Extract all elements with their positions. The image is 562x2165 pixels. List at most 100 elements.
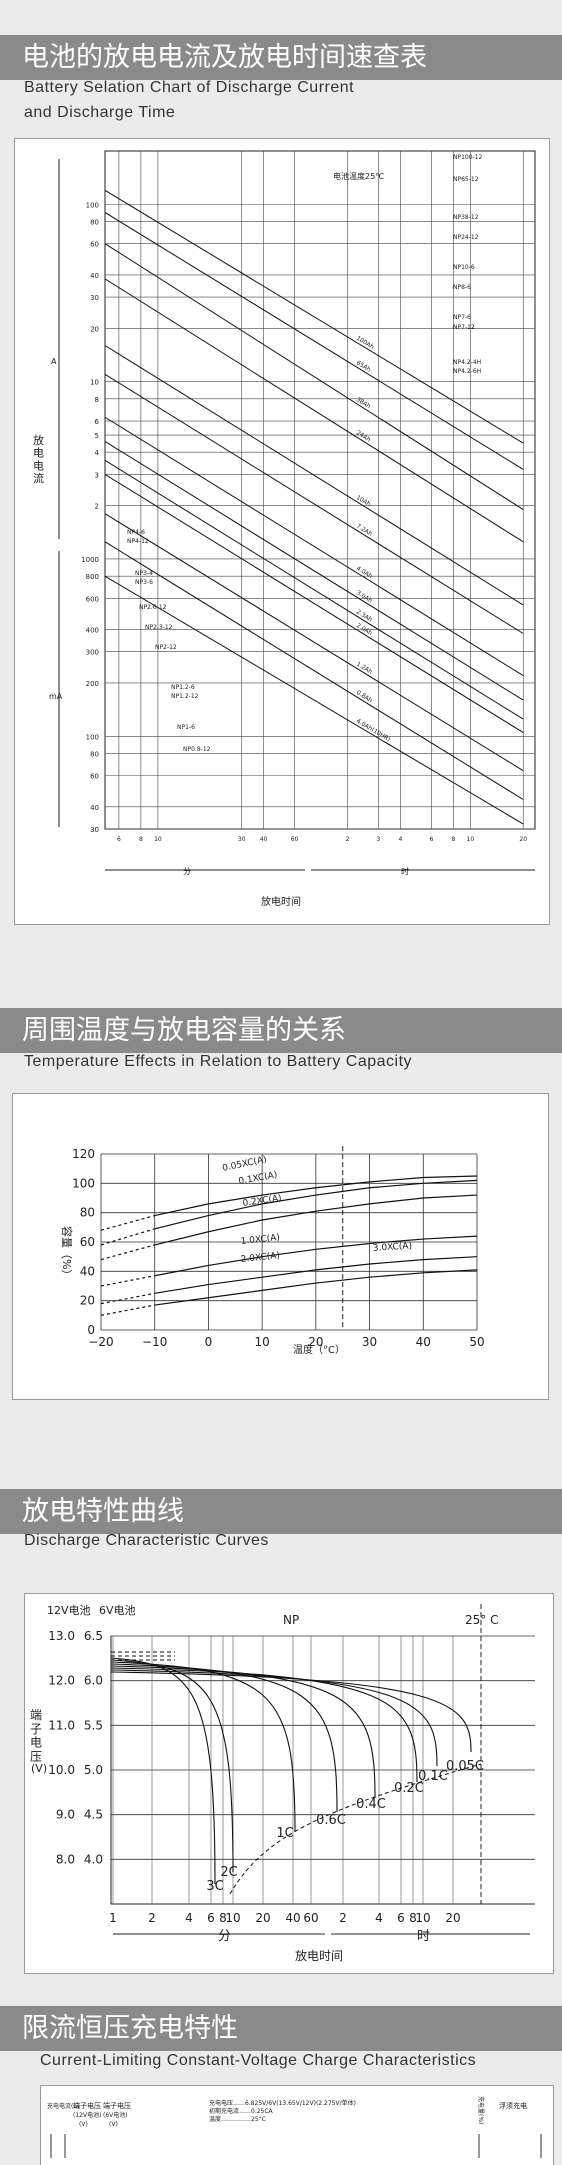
x-tick-label: 4	[375, 1911, 383, 1925]
x-tick-label: 20	[445, 1911, 460, 1925]
y-unit-upper: A	[51, 357, 57, 366]
discharge-characteristic-chart-panel: 13.0 6.5 12.0 6.0 11.0 5.5 10.0 5.0 9.0 4.5 8.0 4.0…	[24, 1593, 554, 1974]
discharge-curve-3	[110, 1663, 338, 1813]
y-tick-label-a: 4	[95, 449, 100, 457]
model-label-right: NP65-12	[453, 176, 479, 183]
temperature-capacity-chart-panel: 0 20 40 60 80 100 120 −20 −10 0 10 20 30 40 50 0.05XC(A…	[12, 1093, 549, 1400]
discharge-curve-4	[110, 1665, 376, 1799]
series-line-4	[154, 1256, 478, 1294]
discharge-curve-2	[110, 1661, 296, 1833]
x-tick-label: 6	[207, 1911, 215, 1925]
charge-voltage-note: 充电电压……6.825V/6V(13.65V/12V)(2.275V/单体)	[209, 2099, 356, 2107]
series-line-11	[104, 541, 524, 800]
discharge-curve-7	[110, 1671, 472, 1753]
series-line-2	[104, 243, 524, 510]
x-tick-label-hour: 6	[429, 836, 433, 843]
y-tick-label: 120	[72, 1147, 95, 1161]
model-label-right: NP4.2-4H	[453, 359, 481, 366]
x-tick-label-hour: 2	[346, 836, 350, 843]
series-line-12	[104, 575, 524, 825]
float-charge-label: 浮须充电	[499, 2101, 527, 2110]
y-tick-label: 20	[80, 1294, 95, 1308]
y-tick-label-12v: 11.0	[48, 1718, 75, 1732]
series-dashed-4	[100, 1292, 155, 1305]
header-12v: 12V电池	[47, 1604, 91, 1617]
discharge-curve-0	[110, 1657, 216, 1885]
charge-amount-label: 充电量(%)	[477, 2096, 485, 2124]
header-unit-v-6: (V)	[109, 2121, 118, 2128]
x-tick-label: 4	[185, 1911, 193, 1925]
series-dashed-3	[100, 1275, 155, 1287]
curve-label: 3C	[206, 1879, 223, 1894]
model-label-left: NP4-6	[127, 529, 145, 536]
y-tick-label-6v: 5.0	[84, 1763, 103, 1777]
y-tick-label-ma: 1000	[81, 556, 99, 564]
y-tick-label-6v: 5.5	[84, 1718, 103, 1732]
y-axis-label: 放电电流	[33, 433, 44, 485]
temperature-capacity-chart: 0 20 40 60 80 100 120 −20 −10 0 10 20 30 40 50 0.05XC(A…	[60, 1146, 485, 1356]
x-unit-hour: 时	[401, 866, 409, 876]
curve-label: 0.4C	[356, 1797, 386, 1812]
x-tick-label-min: 40	[260, 836, 268, 843]
y-tick-label-6v: 6.5	[84, 1629, 103, 1643]
series-line-4	[104, 345, 524, 606]
y-tick-label-ma: 100	[86, 733, 99, 741]
x-tick-label: 20	[255, 1911, 270, 1925]
y-tick-label-ma: 200	[86, 680, 99, 688]
y-tick-label: 40	[80, 1264, 95, 1278]
initial-charge-current-note: 初期充电流……0.25CA	[209, 2107, 274, 2115]
curve-label: 0.2C	[394, 1781, 424, 1796]
model-label-right: NP24-12	[453, 234, 479, 241]
charge-current-header: 充电电流(C)	[47, 2102, 80, 2110]
y-axis-label: 端子电压	[30, 1708, 42, 1763]
section-subtitle-1: Battery Selation Chart of Discharge Curr…	[24, 79, 355, 121]
y-tick-label-a: 3	[95, 471, 99, 479]
x-tick-label-min: 8	[139, 836, 143, 843]
x-tick-label-min: 30	[238, 836, 246, 843]
y-tick-label-a: 8	[95, 396, 99, 404]
model-label-right: NP4.2-6H	[453, 368, 481, 375]
y-tick-label: 60	[80, 1235, 95, 1249]
y-axis-unit: (V)	[31, 1762, 47, 1775]
discharge-curve-5	[110, 1667, 418, 1783]
y-tick-label-12v: 12.0	[48, 1674, 75, 1688]
y-tick-label-a: 20	[90, 325, 99, 333]
y-tick-label-12v: 9.0	[56, 1808, 75, 1822]
section-title-2: 周围温度与放电容量的关系	[0, 1008, 562, 1053]
model-label-right: NP7-6	[453, 314, 471, 321]
model-label-right: NP100-12	[453, 154, 483, 161]
x-tick-label-hour: 4	[399, 836, 403, 843]
curve-label: 1C	[276, 1826, 293, 1841]
series-label: 2.0XC(A)	[240, 1251, 280, 1265]
y-tick-label-a: 60	[90, 241, 99, 249]
discharge-current-chart-panel: 100 80 60 40 30 20 10 8 6 5 4 3 2 1000 800 600 400 300 200…	[14, 138, 550, 925]
series-line-6	[104, 416, 524, 677]
x-tick-label: 8	[409, 1911, 417, 1925]
terminal-voltage-header-6v: 端子电压	[103, 2101, 131, 2110]
y-tick-label-a: 40	[90, 272, 99, 280]
x-tick-label-hour: 20	[519, 836, 527, 843]
y-tick-label-12v: 8.0	[56, 1852, 75, 1866]
header-6v-battery: (6V电池)	[103, 2111, 128, 2119]
model-label-left: NP2.3-12	[145, 624, 173, 631]
model-label-right: NP38-12	[453, 214, 479, 221]
x-tick-label: 8	[219, 1911, 227, 1925]
y-tick-label: 80	[80, 1206, 95, 1220]
series-line-0	[154, 1175, 478, 1217]
x-tick-label-min: 10	[154, 836, 162, 843]
section-subtitle-2: Temperature Effects in Relation to Batte…	[24, 1053, 413, 1070]
model-label-right: NP7-12	[453, 324, 475, 331]
x-tick-label-min: 60	[291, 836, 299, 843]
x-tick-label: 10	[415, 1911, 430, 1925]
section-subtitle-3: Discharge Characteristic Curves	[24, 1532, 269, 1549]
x-tick-label: 2	[148, 1911, 156, 1925]
model-label-left: NP2-12	[155, 644, 177, 651]
y-tick-label-ma: 60	[90, 773, 99, 781]
x-tick-label: 0	[205, 1335, 213, 1349]
discharge-current-chart: 100 80 60 40 30 20 10 8 6 5 4 3 2 1000 800 600 400 300 200…	[33, 150, 536, 908]
x-unit-min: 分	[218, 1929, 231, 1944]
x-tick-label-hour: 3	[377, 836, 381, 843]
x-tick-label: 6	[397, 1911, 405, 1925]
header-unit-v-12: (V)	[79, 2121, 88, 2128]
series-label: 4.0Ah(10HR)	[355, 718, 392, 744]
